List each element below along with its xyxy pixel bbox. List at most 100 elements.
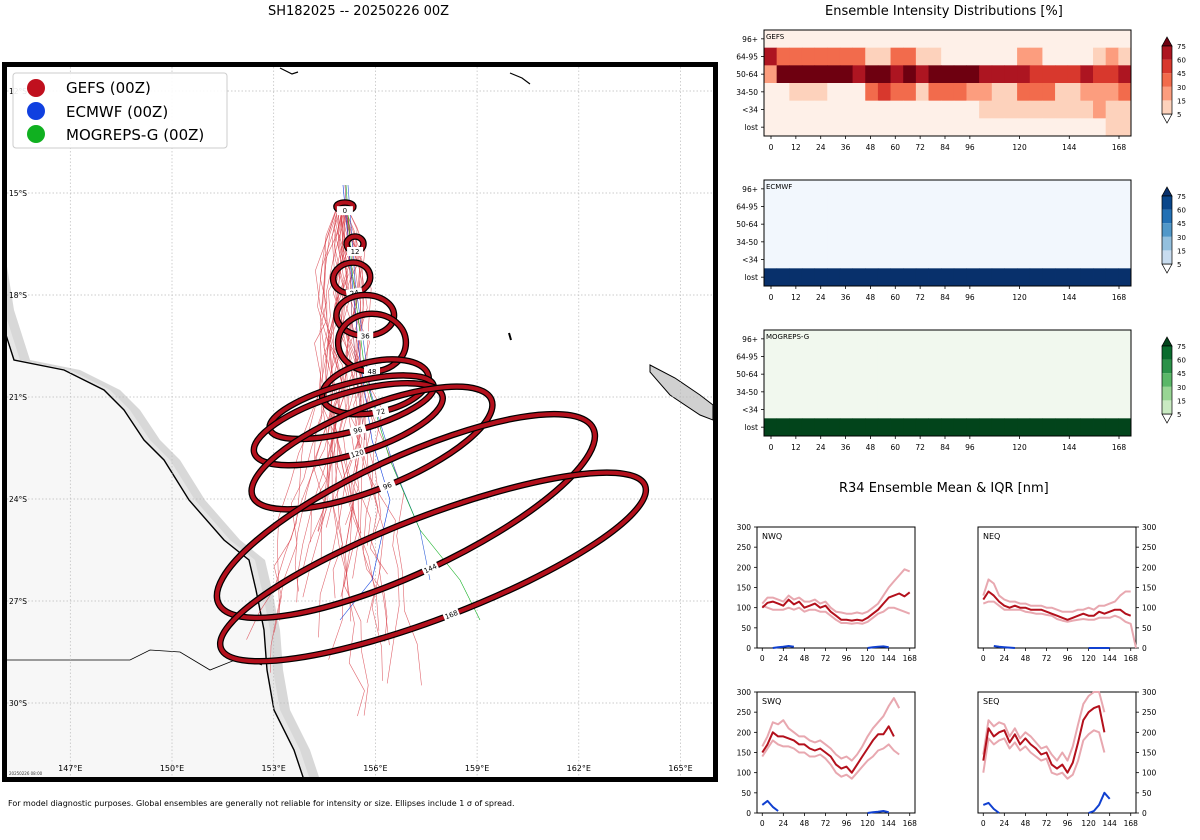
heatmap-cell — [801, 197, 816, 216]
heatmap-cell — [903, 30, 917, 49]
heatmap-cell — [953, 100, 967, 119]
y-tick-label: <34 — [742, 256, 758, 265]
heatmap-cell — [941, 118, 955, 137]
heatmap-cell — [776, 118, 790, 137]
colorbar-label: 30 — [1177, 84, 1186, 92]
heatmap-cell — [953, 47, 967, 66]
ellipse-label-bg — [364, 367, 381, 376]
heatmap-cell — [979, 47, 993, 66]
r34-y-tick-label: 300 — [737, 688, 752, 697]
heatmap-cell — [865, 268, 879, 287]
r34-x-tick-label: 24 — [779, 654, 789, 663]
heatmap-cell — [979, 30, 993, 49]
y-tick-label: <34 — [742, 106, 758, 115]
r34-x-tick-label: 168 — [1124, 819, 1139, 828]
heatmap-cell — [991, 365, 1005, 384]
heatmap-cell — [827, 180, 841, 199]
heatmap-cell — [991, 383, 1005, 402]
heatmap-cell — [966, 47, 980, 66]
heatmap-cell — [915, 47, 929, 66]
heatmap-cell — [928, 330, 942, 349]
heatmap-cell — [1017, 383, 1031, 402]
colorbar-bottom-arrow — [1161, 113, 1173, 124]
r34-quadrant-name: NWQ — [762, 532, 782, 541]
heatmap-cell — [1067, 197, 1081, 216]
y-tick-label: 50-64 — [736, 220, 758, 229]
ellipse-label-bg — [348, 446, 367, 461]
heatmap-cell — [890, 65, 904, 84]
heatmap-cell — [1105, 215, 1119, 234]
heatmap-cell — [1029, 250, 1043, 269]
heatmap-cell — [877, 400, 891, 419]
r34-x-tick-label: 48 — [800, 654, 810, 663]
heatmap-cell — [764, 100, 778, 119]
heatmap-cell — [1042, 100, 1056, 119]
r34-line-gefs-q1 — [982, 729, 1106, 780]
heatmap-cell — [764, 383, 778, 402]
ellipse-label-bg — [421, 560, 440, 576]
x-tick-label: 12 — [791, 293, 801, 302]
heatmap-cell — [776, 180, 790, 199]
r34-x-tick-label: 120 — [860, 819, 875, 828]
heatmap-cell — [991, 215, 1005, 234]
y-tick-label: lost — [744, 273, 758, 282]
heatmap-cell — [890, 250, 904, 269]
r34-x-tick-label: 96 — [842, 819, 852, 828]
heatmap-cell — [1042, 347, 1056, 366]
r34-x-tick-label: 72 — [821, 654, 831, 663]
heatmap-cell — [852, 418, 866, 437]
heatmap-cell — [852, 347, 866, 366]
r34-y-tick-label: 100 — [737, 604, 752, 613]
footer-note: For model diagnostic purposes. Global en… — [8, 799, 515, 808]
heatmap-cell — [865, 365, 879, 384]
r34-line-gefs-q3 — [761, 568, 911, 615]
heatmap-cell — [1105, 268, 1119, 287]
colorbar-label: 30 — [1177, 234, 1186, 242]
heatmap-cell — [915, 418, 929, 437]
heatmap-cell — [915, 383, 929, 402]
heatmap-cell — [1118, 347, 1132, 366]
legend-gefs-marker — [27, 79, 45, 97]
ellipse-label: 36 — [361, 332, 370, 340]
panel-name: ECMWF — [766, 183, 792, 191]
heatmap-cell — [915, 215, 929, 234]
heatmap-cell — [1118, 268, 1132, 287]
r34-x-tick-label: 96 — [1063, 819, 1073, 828]
y-tick-label: 50-64 — [736, 370, 758, 379]
heatmap-cell — [814, 180, 828, 199]
heatmap-cell — [1042, 215, 1056, 234]
heatmap-cell — [1118, 180, 1132, 199]
heatmap-cell — [1067, 118, 1081, 137]
map-legend[interactable]: GEFS (00Z) ECMWF (00Z) MOGREPS-G (00Z) — [12, 72, 228, 149]
heatmap-cell — [852, 118, 866, 137]
heatmap-cell — [979, 65, 993, 84]
islet-2 — [509, 72, 531, 85]
heatmap-cell — [1080, 118, 1094, 137]
heatmap-cell — [890, 418, 904, 437]
colorbar-label: 75 — [1177, 193, 1186, 201]
heatmap-cell — [776, 233, 790, 252]
heatmap-cell — [764, 180, 778, 199]
heatmap-cell — [903, 180, 917, 199]
heatmap-cell — [827, 383, 841, 402]
r34-y-tick-label: 150 — [737, 749, 752, 758]
heatmap-cell — [1004, 233, 1018, 252]
heatmap-cell — [801, 215, 816, 234]
heatmap-cell — [1004, 118, 1018, 137]
panel-name: GEFS — [766, 33, 785, 41]
heatmap-cell — [966, 347, 980, 366]
ellipse-36h: 36 — [333, 291, 398, 341]
heatmap-cell — [991, 400, 1005, 419]
r34-x-tick-label: 120 — [860, 654, 875, 663]
heatmap-cell — [953, 83, 967, 102]
x-tick-label: 60 — [891, 443, 901, 452]
heatmap-cell — [890, 233, 904, 252]
heatmap-cell — [1029, 47, 1043, 66]
heatmap-cell — [928, 100, 942, 119]
r34-x-tick-label: 48 — [1021, 654, 1031, 663]
heatmap-cell — [966, 250, 980, 269]
lon-label: 162°E — [567, 764, 591, 773]
heatmap-cell — [1042, 400, 1056, 419]
colorbar-segment — [1162, 250, 1172, 264]
heatmap-cell — [1042, 180, 1056, 199]
